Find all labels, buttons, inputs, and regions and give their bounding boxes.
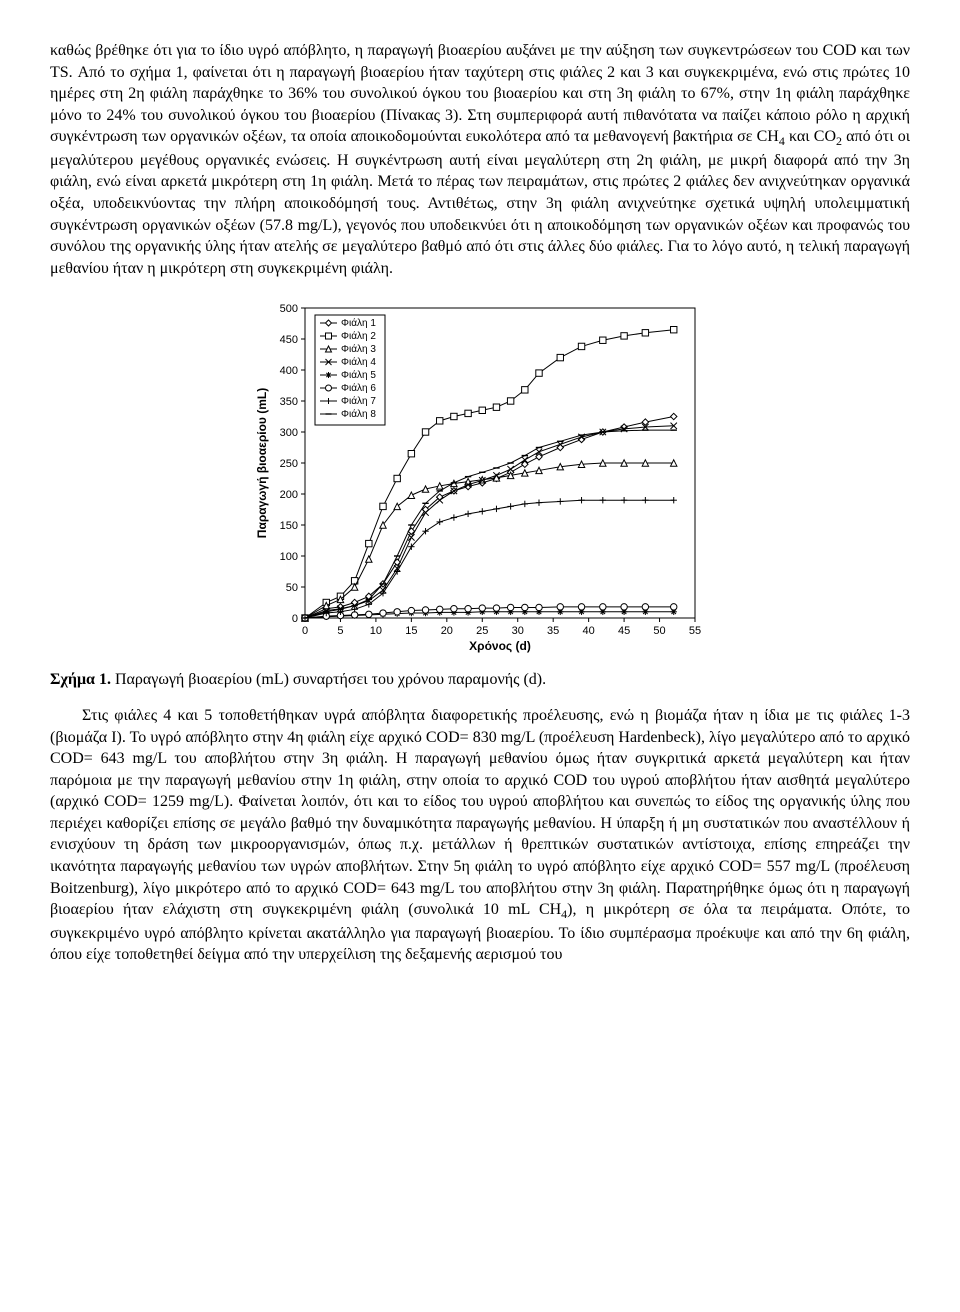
svg-text:100: 100 [280,551,298,563]
svg-text:350: 350 [280,396,298,408]
svg-text:50: 50 [653,625,665,637]
svg-text:Φιάλη 6: Φιάλη 6 [341,382,376,394]
svg-text:Φιάλη 1: Φιάλη 1 [341,317,376,329]
svg-text:15: 15 [405,625,417,637]
svg-text:35: 35 [547,625,559,637]
svg-text:500: 500 [280,303,298,315]
svg-text:20: 20 [441,625,453,637]
body-paragraph-2: Στις φιάλες 4 και 5 τοποθετήθηκαν υγρά α… [50,705,910,966]
svg-text:150: 150 [280,520,298,532]
svg-text:30: 30 [512,625,524,637]
svg-text:250: 250 [280,458,298,470]
svg-text:Φιάλη 7: Φιάλη 7 [341,395,376,407]
svg-text:Φιάλη 2: Φιάλη 2 [341,330,376,342]
body-paragraph-1: καθώς βρέθηκε ότι για το ίδιο υγρό απόβλ… [50,40,910,279]
figure-1-caption: Σχήμα 1. Παραγωγή βιοαερίου (mL) συναρτή… [50,669,910,691]
svg-text:55: 55 [689,625,701,637]
svg-text:200: 200 [280,489,298,501]
svg-text:Φιάλη 5: Φιάλη 5 [341,369,376,381]
svg-text:10: 10 [370,625,382,637]
svg-text:Φιάλη 8: Φιάλη 8 [341,408,376,420]
svg-text:0: 0 [302,625,308,637]
svg-text:300: 300 [280,427,298,439]
svg-text:50: 50 [286,582,298,594]
svg-text:Παραγωγή βιοαερίου (mL): Παραγωγή βιοαερίου (mL) [255,388,269,538]
svg-text:Φιάλη 3: Φιάλη 3 [341,343,376,355]
svg-text:40: 40 [583,625,595,637]
biogas-chart: 0 50 100 150 200 250 300 350 400 450 500 0 5 10 15 20 25… [250,293,710,663]
svg-text:0: 0 [292,613,298,625]
svg-text:400: 400 [280,365,298,377]
svg-text:45: 45 [618,625,630,637]
svg-text:Φιάλη 4: Φιάλη 4 [341,356,376,368]
svg-text:5: 5 [337,625,343,637]
svg-text:450: 450 [280,334,298,346]
figure-1: 0 50 100 150 200 250 300 350 400 450 500 0 5 10 15 20 25… [50,293,910,663]
svg-text:Χρόνος (d): Χρόνος (d) [469,639,531,653]
svg-text:25: 25 [476,625,488,637]
